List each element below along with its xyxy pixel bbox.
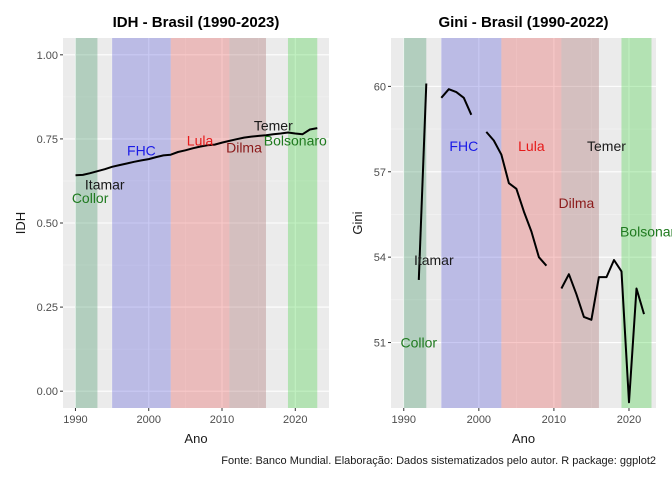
caption: Fonte: Banco Mundial. Elaboração: Dados … [221, 455, 656, 467]
period-label-dilma: Dilma [226, 139, 262, 155]
y-axis-title: IDH [13, 212, 28, 234]
chart-title: IDH - Brasil (1990-2023) [113, 14, 280, 31]
x-tick-label: 2010 [542, 414, 566, 426]
period-band-bolsonaro [287, 38, 318, 408]
period-band-collor [75, 38, 98, 408]
y-tick-label: 57 [374, 167, 386, 179]
period-label-collor: Collor [72, 190, 109, 206]
series-line [485, 131, 548, 267]
x-tick-label: 1990 [63, 414, 87, 426]
x-tick-label: 1990 [392, 414, 416, 426]
period-label-collor: Collor [400, 335, 437, 351]
x-tick-label: 2020 [617, 414, 641, 426]
period-label-fhc: FHC [127, 143, 156, 159]
plot-background [391, 38, 656, 408]
chart-title: Gini - Brasil (1990-2022) [438, 14, 608, 31]
period-label-temer: Temer [254, 117, 293, 133]
period-label-bolsonaro: Bolsonaro [620, 224, 672, 240]
y-tick-label: 1.00 [37, 50, 58, 62]
gini-chart: Collor Itamar FHC Lula Dilma Temer Bolsonaro 51… [350, 14, 672, 446]
period-band-fhc [441, 38, 502, 408]
period-band-lula [501, 38, 562, 408]
y-tick-label: 60 [374, 81, 386, 93]
x-axis-title: Ano [512, 431, 535, 446]
period-band-collor [403, 38, 427, 408]
period-band-dilma [561, 38, 599, 408]
y-tick-label: 0.75 [37, 134, 58, 146]
y-tick-label: 54 [374, 252, 386, 264]
period-label-dilma: Dilma [559, 195, 595, 211]
y-tick-label: 0.00 [37, 386, 58, 398]
period-label-temer: Temer [587, 138, 626, 154]
period-band-dilma [229, 38, 266, 408]
series-line [75, 127, 318, 177]
x-tick-label: 2000 [136, 414, 160, 426]
x-tick-label: 2010 [210, 414, 234, 426]
period-band-lula [170, 38, 230, 408]
x-tick-label: 2020 [283, 414, 307, 426]
series-line [560, 259, 645, 404]
y-tick-label: 51 [374, 338, 386, 350]
x-axis-title: Ano [184, 431, 207, 446]
period-label-lula: Lula [187, 133, 214, 149]
y-axis-title: Gini [350, 211, 365, 234]
period-label-lula: Lula [518, 138, 545, 154]
series-line [440, 88, 473, 116]
y-tick-label: 0.50 [37, 218, 58, 230]
period-label-bolsonaro: Bolsonaro [264, 133, 327, 149]
period-label-itamar: Itamar [414, 252, 454, 268]
period-label-itamar: Itamar [85, 176, 125, 192]
series-line [417, 83, 428, 280]
period-label-fhc: FHC [449, 138, 478, 154]
y-tick-label: 0.25 [37, 302, 58, 314]
period-band-fhc [112, 38, 171, 408]
x-tick-label: 2000 [467, 414, 491, 426]
